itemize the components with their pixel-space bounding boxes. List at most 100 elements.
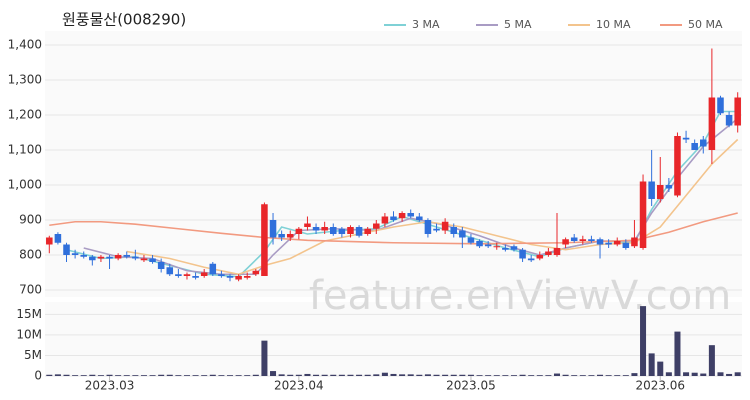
x-tick-label: 2023.06 [635, 379, 685, 393]
moving-average-line [49, 212, 738, 245]
volume-bar [717, 372, 724, 376]
candle-body [140, 258, 148, 261]
y-tick-label: 1,200 [8, 108, 42, 122]
volume-bar [399, 374, 406, 376]
volume-bar [579, 375, 586, 376]
candle-body [588, 239, 595, 241]
y-tick-label: 900 [19, 213, 42, 227]
candle-body [691, 143, 698, 150]
candle-body [441, 221, 449, 231]
legend-label: 3 MA [412, 18, 440, 31]
candle-body [80, 255, 87, 257]
y-tick-label: 700 [19, 283, 42, 297]
volume-bar [270, 371, 277, 376]
volume-bar [459, 374, 466, 376]
candle-body [347, 227, 354, 234]
candle-body [235, 276, 242, 280]
candle-body [570, 237, 578, 241]
candle-body [252, 270, 260, 275]
candle-body [312, 227, 320, 231]
candle-body [54, 234, 62, 243]
x-tick-label: 2023.05 [446, 379, 496, 393]
candle-body [321, 227, 328, 231]
candle-body [717, 97, 724, 114]
candle-body [674, 136, 681, 196]
y2-tick-label: 5M [24, 348, 42, 362]
candle-body [476, 241, 483, 247]
volume-bar [321, 374, 328, 376]
candle-body [502, 248, 509, 250]
volume-bar [648, 353, 655, 376]
volume-bar [278, 374, 285, 376]
volume-bar [691, 372, 698, 376]
candle-body [373, 223, 380, 229]
volume-bar [347, 374, 354, 376]
volume-bar [175, 375, 182, 376]
volume-bar [373, 374, 380, 376]
candle-body [106, 256, 113, 259]
volume-bar [338, 374, 345, 376]
volume-bar [244, 375, 251, 376]
volume-bar [46, 374, 53, 376]
legend-label: 5 MA [504, 18, 532, 31]
candle-body [295, 228, 303, 234]
candle-body [338, 228, 346, 234]
volume-bar [734, 372, 741, 376]
candle-body [209, 263, 217, 275]
volume-bar [158, 374, 165, 376]
y-tick-label: 800 [19, 248, 42, 262]
candle-body [562, 239, 569, 245]
candle-body [424, 220, 432, 234]
y2-tick-label: 0 [34, 369, 42, 383]
volume-bar [407, 374, 414, 376]
volume-bar [106, 374, 113, 376]
volume-bar [80, 375, 87, 376]
candle-body [192, 276, 199, 278]
volume-bar [356, 374, 363, 376]
volume-bar [287, 374, 294, 376]
candle-body [157, 262, 165, 269]
candle-body [132, 256, 139, 259]
candle-body [416, 216, 423, 220]
volume-bar [209, 374, 216, 376]
candle-body [304, 223, 311, 227]
volume-bar [450, 374, 457, 376]
volume-bar [433, 374, 440, 376]
candle-body [545, 251, 552, 255]
volume-bar [252, 374, 259, 376]
candle-body [218, 274, 225, 276]
candle-body [450, 227, 458, 234]
volume-bar [218, 375, 225, 376]
candle-body [682, 137, 690, 140]
volume-bar [183, 375, 190, 376]
candle-body [467, 237, 475, 243]
candle-body [226, 276, 234, 278]
chart-title: 원풍물산(008290) [62, 11, 186, 29]
volume-bar [622, 375, 629, 376]
volume-bar [226, 375, 234, 376]
candle-body [46, 237, 53, 245]
candle-body [407, 213, 414, 217]
candle-body [656, 185, 664, 199]
y2-tick-label: 10M [16, 327, 42, 341]
candle-body [261, 204, 268, 276]
candle-body [398, 213, 406, 219]
legend-label: 50 MA [688, 18, 723, 31]
candle-body [149, 258, 156, 262]
candle-body [243, 276, 251, 278]
volume-bar [390, 373, 397, 376]
volume-bar [510, 375, 517, 376]
volume-bar [588, 375, 595, 376]
volume-bar [330, 374, 337, 376]
volume-bar [364, 374, 371, 376]
candle-body [390, 216, 397, 220]
volume-bar [553, 373, 561, 376]
price-panel [45, 31, 742, 297]
volume-bar [605, 375, 612, 376]
volume-bar [115, 375, 122, 376]
x-tick-label: 2023.04 [274, 379, 324, 393]
candle-body [519, 249, 526, 259]
legend: 3 MA 5 MA 10 MA 50 MA [384, 18, 723, 31]
candle-body [579, 239, 587, 241]
